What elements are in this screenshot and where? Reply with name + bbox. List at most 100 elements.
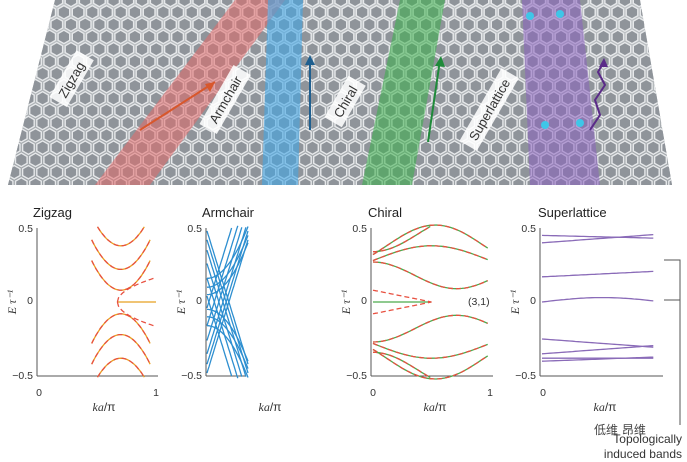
hex-cell — [668, 103, 672, 119]
hex-cell — [604, 164, 618, 180]
hex-cell — [646, 66, 660, 82]
hex-cell — [462, 66, 476, 82]
hex-cell — [92, 140, 106, 156]
hex-cell — [668, 176, 672, 185]
hex-cell — [313, 152, 327, 168]
hex-cell — [14, 176, 28, 185]
hex-cell — [668, 29, 672, 45]
hex-cell — [362, 115, 376, 131]
hex-cell — [43, 53, 57, 70]
hex-cell — [78, 90, 92, 106]
y-tick-label: 0 — [196, 295, 202, 307]
hex-cell — [611, 152, 625, 168]
hex-cell — [490, 164, 504, 180]
hex-cell — [448, 66, 461, 82]
hex-cell — [668, 53, 672, 70]
hex-cell — [8, 140, 21, 156]
bands-armchair — [206, 225, 249, 379]
y-axis-label: E τ⁻¹ — [174, 289, 188, 315]
hex-cell — [646, 164, 660, 180]
hex-cell — [92, 66, 106, 82]
hex-cell — [85, 29, 99, 45]
hex-cell — [639, 103, 653, 119]
hex-cell — [597, 176, 611, 185]
hex-cell — [227, 152, 241, 168]
hex-cell — [490, 0, 504, 8]
hex-cell — [36, 140, 50, 156]
hex-cell — [448, 140, 461, 156]
edge-band-dashed — [372, 301, 432, 315]
panel-chiral: 0.5 0 −0.5 0 1 ka/π (3,1) — [346, 223, 493, 414]
hex-cell — [142, 4, 156, 20]
hex-cell — [121, 66, 135, 82]
hex-cell — [355, 103, 369, 119]
hex-cell — [590, 41, 603, 57]
hex-cell — [462, 17, 476, 33]
hex-cell — [85, 78, 99, 94]
armchair-ribbon — [262, 0, 303, 185]
hex-cell — [604, 115, 618, 131]
hex-cell — [341, 4, 355, 20]
hex-cell — [8, 164, 21, 180]
hex-cell — [618, 164, 632, 180]
hex-cell — [92, 17, 106, 33]
hex-cell — [320, 140, 334, 156]
hex-cell — [192, 17, 206, 33]
hex-cell — [455, 53, 469, 70]
hex-cell — [313, 176, 327, 185]
hex-cell — [348, 41, 362, 57]
hex-cell — [313, 4, 327, 20]
hex-cell — [192, 140, 206, 156]
hex-cell — [85, 127, 99, 143]
hex-cell — [178, 0, 192, 8]
band-curve — [541, 356, 654, 362]
hex-cell — [440, 78, 454, 94]
hex-cell — [114, 78, 128, 94]
hex-cell — [661, 115, 672, 131]
hex-cell — [511, 103, 525, 119]
hex-cell — [128, 78, 142, 94]
hex-cell — [170, 152, 185, 168]
hex-cell — [206, 140, 220, 156]
hex-cell — [64, 140, 78, 156]
hex-cell — [107, 90, 121, 106]
hex-cell — [199, 4, 213, 20]
hex-cell — [121, 115, 135, 131]
hex-cell — [78, 140, 92, 156]
marker-dot — [556, 10, 564, 18]
hex-cell — [163, 164, 178, 180]
hex-cell — [448, 115, 461, 131]
hex-cell — [185, 176, 199, 185]
hex-cell — [661, 140, 672, 156]
hex-cell — [362, 90, 376, 106]
hex-cell — [36, 90, 50, 106]
hex-cell — [78, 17, 92, 33]
hex-cell — [114, 29, 128, 45]
band-curve-dashed — [372, 351, 431, 379]
x-tick-label: 0 — [540, 387, 546, 399]
hex-cell — [625, 29, 639, 45]
hex-cell — [14, 53, 28, 70]
hex-cell — [653, 4, 667, 20]
hex-cell — [497, 176, 511, 185]
hex-cell — [462, 90, 476, 106]
hex-cell — [121, 90, 135, 106]
hex-cell — [249, 90, 263, 106]
zigzag-ribbon — [95, 0, 285, 185]
hex-cell — [107, 140, 121, 156]
hex-cell — [78, 164, 92, 180]
panel-title-zigzag: Zigzag — [33, 205, 72, 220]
hex-cell — [604, 41, 618, 57]
hex-cell — [241, 127, 256, 143]
hex-cell — [646, 115, 660, 131]
hex-cell — [476, 66, 490, 82]
hex-cell — [362, 41, 376, 57]
hex-cell — [504, 115, 518, 131]
hex-cell — [625, 152, 639, 168]
hex-cell — [355, 4, 369, 20]
hex-cell — [107, 41, 121, 57]
hex-cell — [433, 140, 447, 156]
hex-cell — [639, 78, 653, 94]
hex-cell — [604, 17, 618, 33]
hex-cell — [99, 53, 114, 70]
